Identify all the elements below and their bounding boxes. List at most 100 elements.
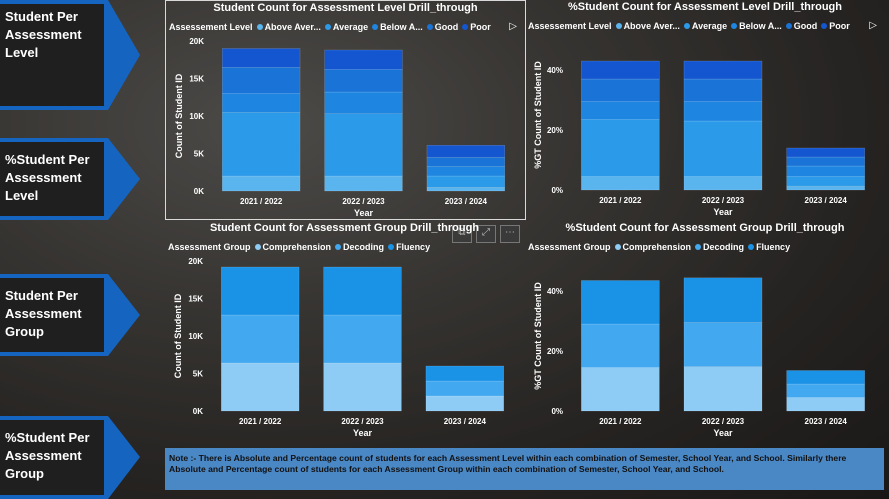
legend-label: Decoding	[703, 242, 745, 252]
y-tick-label: 40%	[547, 66, 563, 75]
expand-icon[interactable]: ⤢	[476, 225, 496, 243]
y-tick-label: 10K	[189, 112, 204, 121]
legend-scroll-play-icon[interactable]: ▷	[869, 20, 877, 31]
legend-item[interactable]: Decoding	[335, 242, 384, 252]
legend-dot	[388, 244, 395, 250]
legend-label: Below A...	[380, 22, 423, 32]
nav-arrow-shape	[0, 274, 140, 356]
bar-segment	[786, 176, 865, 187]
legend-item[interactable]: Below A...	[372, 22, 423, 32]
y-axis-title: %GT Count of Student ID	[533, 282, 543, 390]
nav-arrow-shape	[0, 0, 140, 110]
x-tick-label: 2023 / 2024	[805, 417, 848, 426]
bar-segment	[683, 101, 763, 122]
legend-dot	[426, 24, 433, 30]
x-axis-title: Year	[713, 428, 733, 438]
legend-label: Comprehension	[262, 242, 332, 252]
legend-item[interactable]: Poor	[821, 21, 850, 31]
legend-label: Good	[793, 21, 818, 31]
bar-segment	[581, 78, 660, 102]
legend-dot	[614, 244, 621, 250]
legend-title: Assessment Group	[168, 242, 251, 252]
legend-item[interactable]: Below A...	[731, 21, 782, 31]
bar-segment	[581, 280, 660, 325]
bar-segment	[324, 69, 403, 93]
focus-mode-icon[interactable]: ⧉	[452, 225, 472, 243]
bar-segment	[221, 266, 300, 316]
legend-item[interactable]: Fluency	[388, 242, 430, 252]
chart-legend: Assessment Group Comprehension Decoding …	[528, 242, 794, 252]
legend-label: Below A...	[739, 21, 782, 31]
more-options-icon[interactable]: ⋯	[500, 225, 520, 243]
nav-student-per-assessment-group[interactable]: Student Per Assessment Group	[0, 274, 140, 356]
legend-item[interactable]: Good	[785, 21, 818, 31]
bar-segment	[324, 49, 403, 70]
legend-scroll-play-icon[interactable]: ▷	[509, 21, 517, 32]
legend-item[interactable]: Comprehension	[254, 242, 332, 252]
legend-label: Comprehension	[622, 242, 692, 252]
y-tick-label: 0K	[194, 187, 204, 196]
chart-panel-student-count-level[interactable]: Student Count for Assessment Level Drill…	[165, 0, 526, 220]
legend-dot	[256, 24, 263, 30]
chart-panel-percent-student-level[interactable]: %Student Count for Assessment Level Dril…	[525, 0, 885, 218]
nav-label: Student Per Assessment Level	[5, 9, 82, 60]
legend-item[interactable]: Average	[324, 22, 369, 32]
chart-legend: Assessment Group Comprehension Decoding …	[168, 242, 434, 252]
bar-segment	[425, 365, 504, 382]
bar-segment	[221, 362, 300, 412]
legend-dot	[462, 24, 469, 30]
legend-item[interactable]: Decoding	[695, 242, 744, 252]
legend-label: Above Aver...	[264, 22, 321, 32]
note-text-box: Note :- There is Absolute and Percentage…	[165, 448, 884, 490]
bar-segment	[426, 175, 505, 188]
y-tick-label: 20%	[547, 347, 563, 356]
legend-dot	[372, 24, 379, 30]
legend-dot	[324, 24, 331, 30]
nav-percent-student-per-assessment-level[interactable]: %Student Per Assessment Level	[0, 138, 140, 220]
bar-segment	[581, 323, 660, 368]
chart-panel-student-count-group[interactable]: ⧉ ⤢ ⋯ Student Count for Assessment Group…	[165, 221, 524, 439]
x-tick-label: 2022 / 2023	[342, 197, 385, 206]
bar-segment	[683, 321, 763, 367]
bar-segment	[786, 165, 865, 177]
bar-segment	[323, 362, 402, 412]
bar-segment	[324, 113, 403, 177]
legend-item[interactable]: Poor	[462, 22, 491, 32]
bar-segment	[581, 367, 660, 412]
panel-title: %Student Count for Assessment Group Dril…	[565, 222, 845, 234]
bar-segment	[426, 166, 505, 177]
legend-item[interactable]: Above Aver...	[256, 22, 321, 32]
y-tick-label: 0%	[551, 186, 563, 195]
nav-arrow-shape	[0, 138, 140, 220]
nav-label: Student Per Assessment Group	[5, 288, 82, 339]
legend-item[interactable]: Above Aver...	[615, 21, 680, 31]
y-tick-label: 10K	[188, 332, 203, 341]
nav-student-per-assessment-level[interactable]: Student Per Assessment Level	[0, 0, 140, 110]
chart-panel-percent-student-group[interactable]: %Student Count for Assessment Group Dril…	[525, 221, 885, 439]
y-tick-label: 0%	[551, 407, 563, 416]
x-tick-label: 2023 / 2024	[805, 196, 848, 205]
legend-item[interactable]: Average	[683, 21, 727, 31]
legend-label: Above Aver...	[623, 21, 680, 31]
legend-label: Fluency	[396, 242, 431, 252]
nav-percent-student-per-assessment-group[interactable]: %Student Per Assessment Group	[0, 416, 140, 499]
bar-segment	[425, 395, 504, 412]
x-tick-label: 2021 / 2022	[240, 197, 283, 206]
legend-label: Average	[332, 22, 369, 32]
bar-segment	[683, 366, 763, 412]
legend-item[interactable]: Good	[426, 22, 458, 32]
legend-dot	[748, 244, 755, 250]
stacked-bar-chart: 0% 20% 40% %GT Count of Student ID 2021 / 20…	[533, 60, 865, 217]
legend-dot	[785, 23, 792, 29]
bar-segment	[222, 48, 301, 68]
legend-item[interactable]: Comprehension	[614, 242, 692, 252]
bar-segment	[426, 157, 505, 167]
bar-segment	[581, 119, 660, 177]
y-tick-label: 40%	[547, 287, 563, 296]
x-tick-label: 2022 / 2023	[341, 417, 384, 426]
legend-dot	[335, 244, 342, 250]
legend-label: Poor	[829, 21, 850, 31]
nav-label: %Student Per Assessment Group	[5, 430, 90, 481]
legend-item[interactable]: Fluency	[748, 242, 790, 252]
bar-segment	[426, 145, 505, 158]
